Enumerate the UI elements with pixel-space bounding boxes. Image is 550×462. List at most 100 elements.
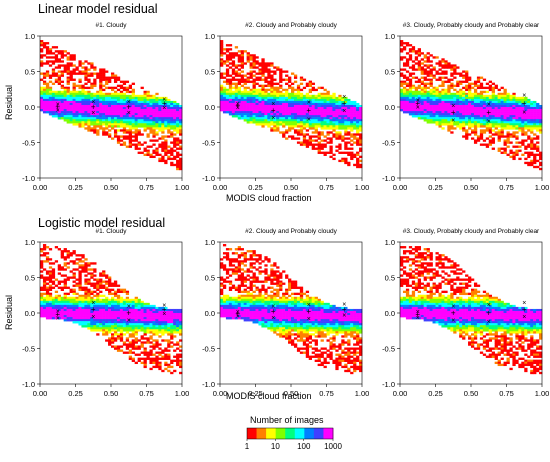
heatmap-cell (503, 125, 507, 128)
heatmap-cell (326, 90, 330, 94)
heatmap-cell (491, 96, 495, 100)
x-tick-label: 0.00 (213, 183, 228, 192)
heatmap-cell (234, 78, 239, 81)
heatmap-cell (465, 94, 469, 98)
heatmap-cell (408, 100, 413, 104)
heatmap-cell (497, 98, 501, 102)
heatmap-cell (276, 113, 280, 116)
heatmap-cell (405, 104, 410, 108)
heatmap-cell (51, 310, 56, 314)
heatmap-cell (99, 78, 103, 81)
heatmap-cell (81, 319, 85, 322)
heatmap-cell (479, 113, 484, 116)
heatmap-cell (518, 129, 522, 132)
heatmap-cell (125, 308, 130, 312)
heatmap-cell (488, 121, 493, 124)
heatmap-cell (48, 107, 53, 110)
heatmap-cell (471, 96, 475, 100)
heatmap-cell (122, 310, 127, 314)
heatmap-cell (521, 111, 525, 114)
heatmap-cell (408, 88, 413, 92)
heatmap-cell (326, 121, 330, 124)
heatmap-cell (75, 262, 79, 265)
heatmap-cell (78, 310, 82, 314)
heatmap-cell (78, 276, 82, 279)
heatmap-cell (40, 315, 44, 318)
heatmap-cell (335, 121, 339, 124)
heatmap-cell (471, 115, 475, 118)
heatmap-cell (246, 96, 250, 100)
heatmap-cell (54, 278, 59, 281)
x-tick-label: 1.00 (175, 183, 190, 192)
heatmap-cell (113, 123, 118, 126)
heatmap-cell (533, 111, 537, 114)
heatmap-cell (42, 104, 47, 108)
heatmap-cell (429, 88, 433, 92)
heatmap-cell (521, 119, 525, 122)
heatmap-cell (335, 131, 339, 134)
heatmap-cell (255, 102, 259, 106)
heatmap-cell (512, 125, 516, 128)
heatmap-cell (234, 111, 239, 114)
heatmap-cell (105, 333, 109, 336)
heatmap-cell (530, 111, 534, 114)
heatmap-cell (122, 125, 127, 128)
heatmap-cell (291, 117, 295, 120)
heatmap-cell (411, 64, 416, 67)
heatmap-cell (503, 141, 507, 144)
heatmap-cell (267, 115, 271, 118)
heatmap-cell (119, 86, 124, 90)
heatmap-cell (296, 107, 301, 110)
heatmap-cell (102, 313, 106, 316)
heatmap-cell (143, 313, 147, 316)
heatmap-cell (146, 121, 150, 124)
heatmap-cell (344, 96, 348, 100)
heatmap-cell (173, 359, 177, 362)
heatmap-cell (423, 104, 427, 108)
heatmap-cell (503, 151, 507, 154)
heatmap-cell (420, 70, 424, 73)
heatmap-cell (503, 113, 507, 116)
heatmap-cell (40, 298, 44, 302)
heatmap-cell (261, 88, 265, 92)
heatmap-cell (60, 72, 64, 75)
heatmap-cell (78, 119, 82, 122)
heatmap-cell (521, 107, 525, 110)
heatmap-cell (63, 66, 67, 69)
heatmap-cell (84, 292, 88, 296)
heatmap-cell (485, 98, 490, 102)
heatmap-cell (356, 115, 360, 118)
heatmap-cell (273, 104, 277, 108)
heatmap-cell (66, 64, 70, 67)
heatmap-cell (158, 123, 162, 126)
heatmap-cell (63, 292, 67, 296)
heatmap-cell (84, 109, 88, 112)
heatmap-cell (161, 308, 165, 312)
heatmap-cell (261, 100, 265, 104)
heatmap-cell (134, 117, 138, 120)
heatmap-cell (518, 115, 522, 118)
heatmap-cell (66, 115, 70, 118)
heatmap-cell (143, 325, 147, 328)
heatmap-cell (429, 111, 433, 114)
heatmap-cell (146, 353, 150, 356)
heatmap-cell (503, 96, 507, 100)
heatmap-cell (252, 74, 256, 77)
heatmap-cell (102, 68, 106, 71)
heatmap-cell (40, 310, 44, 314)
heatmap-cell (225, 109, 230, 112)
heatmap-cell (276, 104, 280, 108)
heatmap-cell (530, 102, 534, 106)
heatmap-cell (87, 100, 91, 104)
heatmap-cell (113, 298, 118, 302)
heatmap-cell (81, 115, 85, 118)
heatmap-cell (441, 72, 445, 75)
heatmap-cell (270, 96, 274, 100)
heatmap-cell (134, 113, 138, 116)
heatmap-cell (66, 113, 70, 116)
y-tick-label: -1.0 (22, 380, 35, 389)
heatmap-cell (429, 121, 433, 124)
heatmap-cell (54, 284, 59, 287)
heatmap-cell (329, 117, 333, 120)
heatmap-cell (347, 137, 351, 140)
